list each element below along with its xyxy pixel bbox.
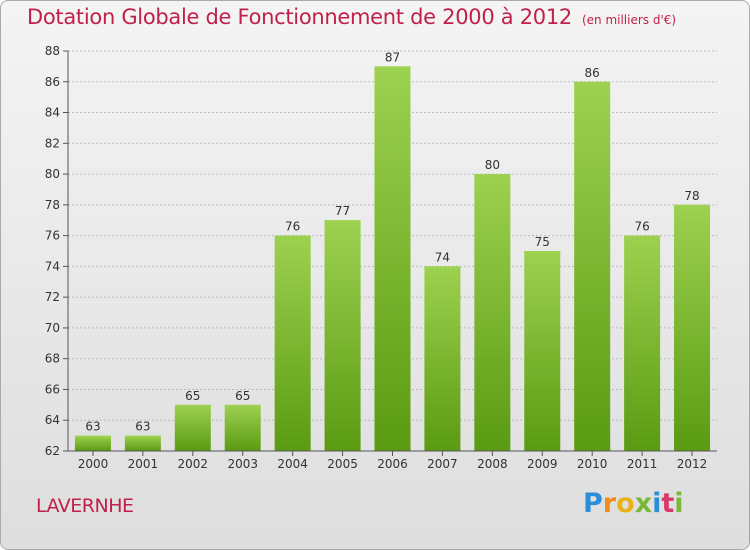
y-tick-label: 78 xyxy=(45,198,60,212)
bar-value-label: 76 xyxy=(634,220,649,234)
x-tick-label: 2007 xyxy=(427,457,458,471)
bar-value-label: 77 xyxy=(335,204,350,218)
bar-top-highlight xyxy=(374,66,411,69)
bar-value-label: 65 xyxy=(185,389,200,403)
logo-letter: P xyxy=(583,488,603,519)
x-tick-label: 2012 xyxy=(677,457,708,471)
bar-value-label: 87 xyxy=(385,50,400,64)
x-tick-label: 2011 xyxy=(627,457,658,471)
bar xyxy=(324,220,361,451)
bar xyxy=(424,266,461,451)
bar-top-highlight xyxy=(574,81,611,84)
y-tick-label: 84 xyxy=(45,106,60,120)
x-tick-label: 2003 xyxy=(227,457,258,471)
x-tick-label: 2008 xyxy=(477,457,508,471)
logo-letter: i xyxy=(674,488,684,519)
y-tick-label: 66 xyxy=(45,382,60,396)
bar-value-label: 75 xyxy=(535,235,550,249)
logo-letter: o xyxy=(616,488,635,519)
bar-top-highlight xyxy=(474,174,511,177)
y-tick-label: 74 xyxy=(45,259,60,273)
logo-letter: r xyxy=(602,488,617,519)
y-tick-label: 80 xyxy=(45,167,60,181)
bar xyxy=(474,174,511,452)
y-tick-label: 88 xyxy=(45,44,60,58)
bar-top-highlight xyxy=(174,404,211,407)
bar xyxy=(374,66,411,451)
x-tick-label: 2004 xyxy=(277,457,308,471)
y-tick-label: 70 xyxy=(45,321,60,335)
bar-top-highlight xyxy=(424,266,461,269)
x-tick-label: 2006 xyxy=(377,457,408,471)
y-tick-label: 62 xyxy=(45,444,60,458)
x-tick-label: 2005 xyxy=(327,457,358,471)
x-tick-label: 2010 xyxy=(577,457,608,471)
y-tick-label: 86 xyxy=(45,75,60,89)
x-tick-label: 2001 xyxy=(128,457,159,471)
logo-letter: t xyxy=(661,488,675,519)
bar-top-highlight xyxy=(324,220,361,223)
bar-value-label: 65 xyxy=(235,389,250,403)
bar xyxy=(274,235,311,451)
proxiti-logo[interactable]: Proxiti xyxy=(583,488,684,519)
bar-value-label: 76 xyxy=(285,220,300,234)
chart-subtitle: (en milliers d'€) xyxy=(581,13,677,27)
bar-top-highlight xyxy=(624,235,661,238)
bar xyxy=(224,404,261,451)
chart-title: Dotation Globale de Fonctionnement de 20… xyxy=(27,5,676,29)
bar-value-label: 63 xyxy=(85,420,100,434)
bar xyxy=(174,404,211,451)
bars: 63 63 65 65 76 77 87 74 80 75 86 76 78 xyxy=(74,50,711,452)
y-tick-label: 82 xyxy=(45,136,60,150)
bar-top-highlight xyxy=(274,235,311,238)
bar-top-highlight xyxy=(124,435,161,438)
bar xyxy=(624,235,661,451)
y-tick-label: 76 xyxy=(45,229,60,243)
bar-top-highlight xyxy=(74,435,111,438)
bar-value-label: 86 xyxy=(585,66,600,80)
bar-value-label: 80 xyxy=(485,158,500,172)
bar-value-label: 78 xyxy=(684,189,699,203)
bar-top-highlight xyxy=(524,251,561,253)
bar xyxy=(124,435,161,451)
bar xyxy=(524,251,561,451)
bar xyxy=(74,435,111,451)
x-tick-label: 2000 xyxy=(78,457,109,471)
axes: 62 64 66 68 70 72 74 76 78 80 82 84 86 88 2000 2001 2002… xyxy=(45,44,717,471)
bar xyxy=(574,81,611,452)
y-tick-label: 72 xyxy=(45,290,60,304)
x-tick-label: 2009 xyxy=(527,457,558,471)
y-tick-label: 64 xyxy=(45,413,60,427)
bar-top-highlight xyxy=(224,404,261,407)
logo-letter: x xyxy=(634,488,653,519)
y-tick-label: 68 xyxy=(45,352,60,366)
logo-letter: i xyxy=(652,488,662,519)
title-text: Dotation Globale de Fonctionnement de 20… xyxy=(27,5,572,29)
bar-value-label: 63 xyxy=(135,420,150,434)
bar-value-label: 74 xyxy=(435,250,450,264)
bar xyxy=(674,204,711,451)
x-tick-label: 2002 xyxy=(178,457,209,471)
commune-name: LAVERNHE xyxy=(36,495,134,517)
bar-top-highlight xyxy=(674,204,711,207)
